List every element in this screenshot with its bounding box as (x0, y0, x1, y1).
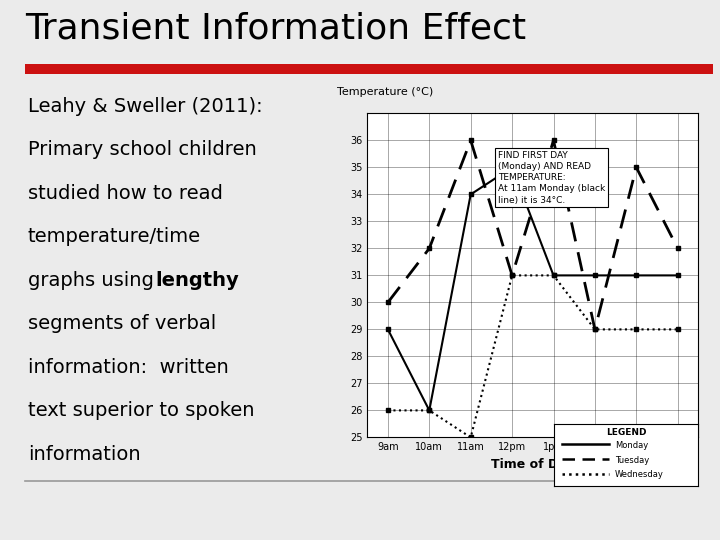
Text: temperature/time: temperature/time (27, 227, 201, 246)
Text: FIND FIRST DAY
(Monday) AND READ
TEMPERATURE:
At 11am Monday (black
line) it is : FIND FIRST DAY (Monday) AND READ TEMPERA… (498, 151, 605, 205)
Text: information:  written: information: written (27, 358, 228, 377)
X-axis label: Time of Day: Time of Day (491, 458, 575, 471)
Text: Tuesday: Tuesday (615, 456, 649, 464)
Text: graphs using: graphs using (27, 271, 160, 290)
Text: Primary school children: Primary school children (27, 140, 256, 159)
Text: information: information (27, 445, 140, 464)
Text: lengthy: lengthy (156, 271, 239, 290)
Text: Wednesday: Wednesday (615, 470, 664, 480)
Bar (25, 64, 713, 74)
Text: Leahy & Sweller (2011):: Leahy & Sweller (2011): (27, 97, 262, 116)
Text: LEGEND: LEGEND (606, 428, 647, 437)
Text: studied how to read: studied how to read (27, 184, 222, 202)
Text: Monday: Monday (615, 441, 648, 450)
Text: Temperature (°C): Temperature (°C) (338, 87, 433, 97)
Text: segments of verbal: segments of verbal (27, 314, 216, 333)
Text: text superior to spoken: text superior to spoken (27, 401, 254, 420)
Text: Transient Information Effect: Transient Information Effect (25, 12, 526, 46)
